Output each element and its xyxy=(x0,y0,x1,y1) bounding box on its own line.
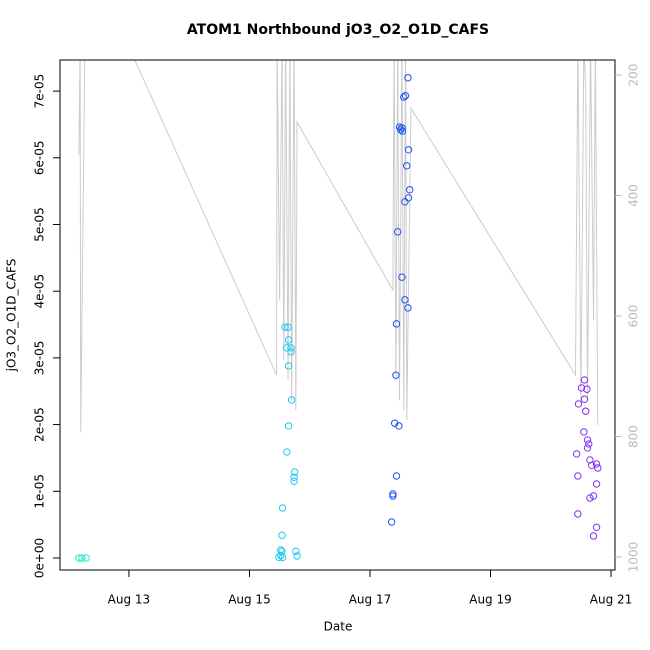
x-tick-label: Aug 21 xyxy=(590,593,633,607)
data-point xyxy=(292,547,300,556)
data-point xyxy=(284,336,293,344)
y-axis-label: jO3_O2_O1D_CAFS xyxy=(5,259,19,373)
data-point xyxy=(401,296,409,304)
data-point xyxy=(585,440,593,448)
data-point xyxy=(580,428,588,436)
data-point xyxy=(582,407,590,415)
data-point xyxy=(400,93,408,101)
data-point xyxy=(283,344,291,352)
y-tick-label: 5e-05 xyxy=(33,207,47,242)
data-point xyxy=(401,198,409,206)
data-point xyxy=(281,323,289,331)
data-point xyxy=(284,362,293,370)
data-point xyxy=(588,461,596,469)
data-point xyxy=(589,532,598,540)
pressure-line xyxy=(78,60,599,433)
y2-tick-label: 800 xyxy=(627,425,641,448)
data-point xyxy=(293,552,301,560)
y-tick-label: 7e-05 xyxy=(33,74,47,109)
data-point xyxy=(395,422,403,430)
data-point xyxy=(577,384,586,392)
y2-tick-label: 600 xyxy=(627,305,641,328)
data-point xyxy=(284,422,293,430)
data-point xyxy=(589,492,598,500)
data-point xyxy=(278,531,286,540)
data-point xyxy=(278,504,287,512)
data-point xyxy=(592,523,601,532)
data-point xyxy=(78,554,86,562)
data-point xyxy=(278,547,286,556)
y2-tick-label: 200 xyxy=(627,64,641,87)
data-point xyxy=(287,396,296,404)
data-point xyxy=(404,146,413,154)
data-point xyxy=(275,553,283,562)
data-point xyxy=(592,460,601,468)
data-point xyxy=(290,473,298,481)
data-point xyxy=(594,464,602,472)
data-point xyxy=(583,385,591,393)
data-point xyxy=(398,273,406,281)
data-point xyxy=(392,371,400,379)
data-point xyxy=(290,477,298,485)
data-point xyxy=(283,448,291,456)
data-point xyxy=(574,472,582,480)
data-point xyxy=(401,92,410,100)
data-point xyxy=(387,518,396,526)
y2-tick-label: 400 xyxy=(627,184,641,207)
y-tick-label: 0e+00 xyxy=(33,538,47,578)
data-point xyxy=(392,472,401,480)
data-point xyxy=(397,126,405,134)
data-point xyxy=(287,344,295,352)
data-point xyxy=(592,480,601,488)
data-point xyxy=(82,554,90,562)
data-point xyxy=(284,323,292,331)
data-point xyxy=(406,186,414,194)
data-point xyxy=(586,494,594,502)
data-point xyxy=(572,450,581,458)
data-point xyxy=(287,348,295,356)
data-point xyxy=(586,456,594,464)
x-tick-label: Aug 17 xyxy=(349,593,392,607)
data-point xyxy=(580,395,589,403)
data-point xyxy=(398,127,407,135)
data-point xyxy=(389,492,397,500)
data-point xyxy=(75,554,83,562)
data-point xyxy=(277,546,285,554)
x-axis-label: Date xyxy=(324,620,353,634)
data-point xyxy=(404,74,412,82)
data-point xyxy=(290,468,299,476)
y-tick-label: 2e-05 xyxy=(33,407,47,442)
y2-tick-label: 1000 xyxy=(627,542,641,573)
data-point xyxy=(392,320,401,328)
data-point xyxy=(389,490,397,498)
x-tick-label: Aug 15 xyxy=(228,593,271,607)
data-point xyxy=(404,194,413,202)
data-point xyxy=(583,444,592,452)
data-point xyxy=(574,510,582,518)
data-point xyxy=(403,162,411,170)
x-tick-label: Aug 13 xyxy=(108,593,151,607)
x-tick-label: Aug 19 xyxy=(469,593,512,607)
data-point xyxy=(574,400,583,408)
data-point xyxy=(404,304,412,312)
data-point xyxy=(394,228,402,236)
y-tick-label: 3e-05 xyxy=(33,341,47,376)
y-tick-label: 4e-05 xyxy=(33,274,47,309)
data-point xyxy=(583,436,592,444)
plot-frame xyxy=(59,59,616,571)
data-point xyxy=(277,551,285,560)
plot-area xyxy=(75,60,602,562)
chart-title: ATOM1 Northbound jO3_O2_O1D_CAFS xyxy=(187,22,489,38)
y-tick-label: 1e-05 xyxy=(33,474,47,509)
data-point xyxy=(580,376,589,384)
y-tick-label: 6e-05 xyxy=(33,140,47,175)
